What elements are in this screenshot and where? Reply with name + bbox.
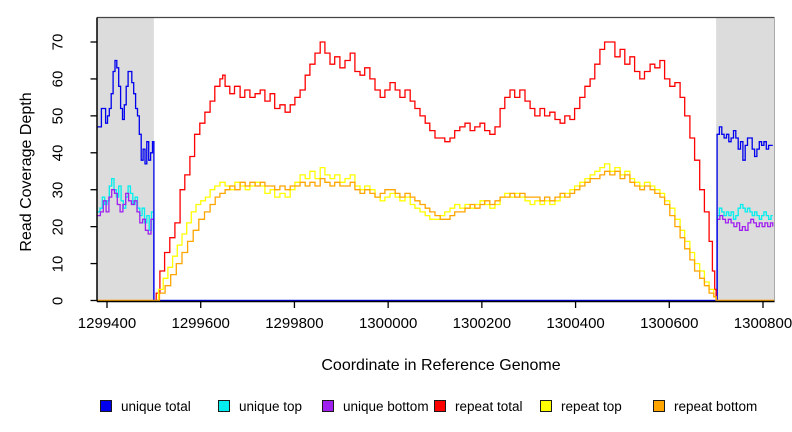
series-line-repeat-bottom bbox=[97, 170, 775, 302]
series-line-repeat-top bbox=[97, 163, 775, 302]
legend-item-repeat-total: repeat total bbox=[434, 398, 523, 414]
shaded-regions bbox=[97, 17, 775, 302]
legend-label: unique bottom bbox=[343, 398, 429, 414]
x-tick-label: 1300600 bbox=[640, 315, 699, 332]
legend-label: repeat bottom bbox=[674, 398, 758, 414]
legend-item-repeat-top: repeat top bbox=[540, 398, 622, 414]
legend-swatch-icon bbox=[540, 400, 552, 412]
x-tick-label: 1300000 bbox=[358, 315, 418, 332]
y-tick-label: 30 bbox=[49, 181, 67, 199]
legend: unique total unique top unique bottom repea… bbox=[0, 398, 792, 422]
legend-label: unique top bbox=[239, 398, 303, 414]
y-tick-label: 60 bbox=[49, 70, 67, 88]
series-line-unique-top bbox=[97, 177, 773, 302]
plot-frame bbox=[96, 16, 775, 303]
y-tick-label: 0 bbox=[49, 296, 67, 305]
legend-swatch-icon bbox=[100, 400, 112, 412]
y-tick-label: 20 bbox=[49, 218, 67, 235]
x-tick-label: 1299600 bbox=[171, 315, 230, 332]
legend-label: repeat top bbox=[561, 398, 622, 414]
x-tick-label: 1300800 bbox=[733, 315, 792, 332]
axis-tick-marks bbox=[90, 41, 764, 308]
legend-swatch-icon bbox=[322, 400, 334, 412]
y-tick-label: 10 bbox=[49, 255, 67, 272]
legend-item-unique-total: unique total bbox=[100, 398, 191, 414]
x-axis-title: Coordinate in Reference Genome bbox=[321, 357, 561, 374]
series-lines bbox=[97, 41, 775, 302]
y-tick-label: 40 bbox=[49, 144, 67, 162]
x-tick-label: 1300400 bbox=[546, 315, 605, 332]
legend-item-unique-top: unique top bbox=[218, 398, 302, 414]
legend-swatch-icon bbox=[218, 400, 230, 412]
legend-swatch-icon bbox=[434, 400, 446, 412]
legend-label: repeat total bbox=[455, 398, 523, 414]
legend-swatch-icon bbox=[653, 400, 665, 412]
legend-item-repeat-bottom: repeat bottom bbox=[653, 398, 757, 414]
legend-item-unique-bottom: unique bottom bbox=[322, 398, 429, 414]
series-line-unique-total bbox=[97, 59, 773, 302]
series-line-repeat-total bbox=[97, 41, 775, 302]
legend-label: unique total bbox=[121, 398, 191, 414]
series-line-unique-bottom bbox=[97, 189, 774, 302]
x-tick-label: 1299800 bbox=[265, 315, 324, 332]
y-tick-label: 50 bbox=[49, 107, 67, 125]
x-tick-label: 1300200 bbox=[452, 315, 512, 332]
x-tick-label: 1299400 bbox=[77, 315, 137, 332]
y-tick-label: 70 bbox=[49, 33, 67, 51]
y-axis-title: Read Coverage Depth bbox=[18, 92, 35, 252]
